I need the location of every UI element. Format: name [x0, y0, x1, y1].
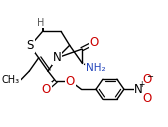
Text: O: O [42, 83, 51, 96]
Text: O: O [90, 36, 99, 49]
Text: H: H [37, 18, 45, 28]
Text: N: N [134, 83, 143, 96]
Text: O: O [66, 75, 75, 88]
Text: N: N [53, 51, 62, 64]
Text: S: S [26, 39, 34, 52]
Text: O: O [142, 73, 152, 86]
Text: −: − [146, 73, 153, 82]
Text: NH₂: NH₂ [86, 63, 106, 73]
Text: CH₃: CH₃ [2, 75, 20, 85]
Text: O: O [142, 92, 152, 105]
Text: +: + [139, 80, 145, 89]
